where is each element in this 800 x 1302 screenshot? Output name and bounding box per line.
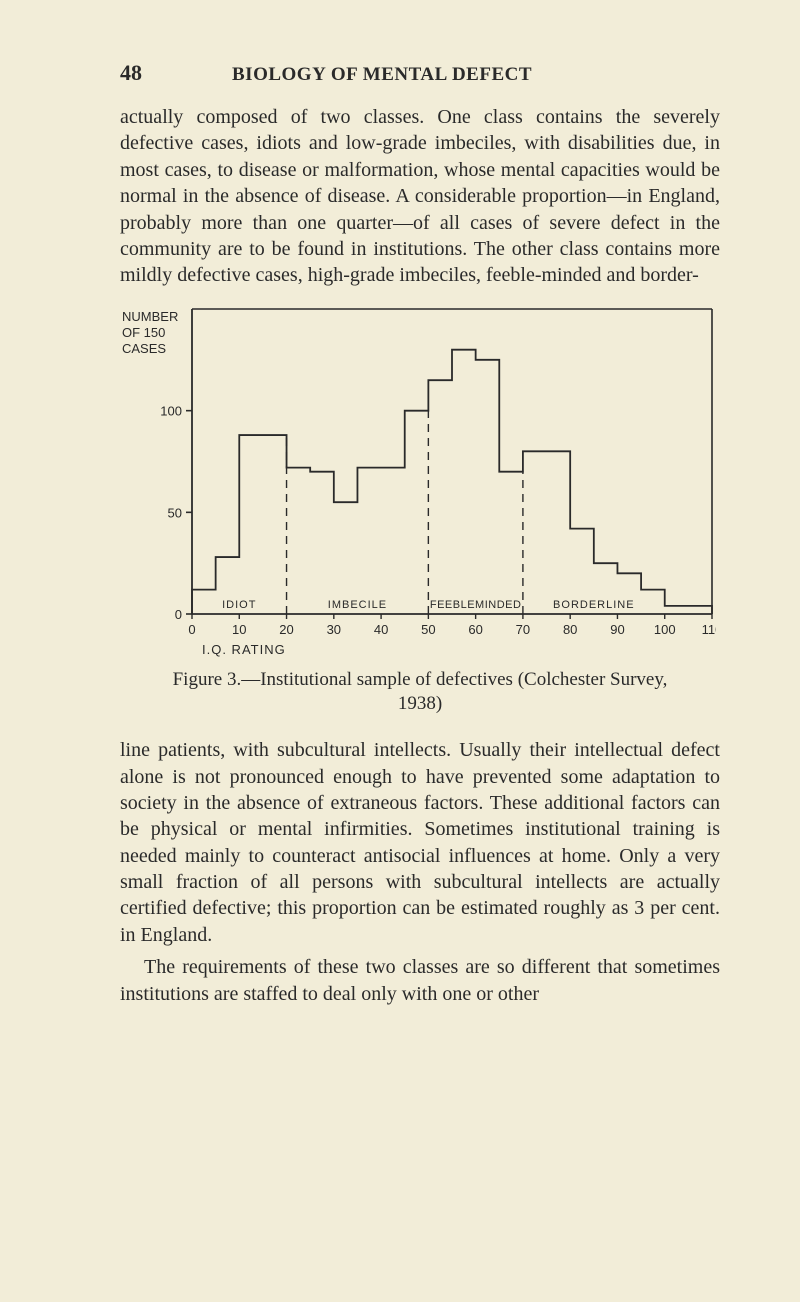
figure-caption: Figure 3.—Institutional sample of defect… (120, 668, 720, 717)
figure-caption-line2: 1938) (398, 693, 442, 714)
svg-text:IDIOT: IDIOT (222, 599, 256, 611)
svg-text:10: 10 (232, 622, 246, 637)
svg-text:IMBECILE: IMBECILE (328, 599, 387, 611)
svg-text:50: 50 (168, 505, 182, 520)
svg-text:0: 0 (175, 607, 182, 622)
svg-text:70: 70 (516, 622, 530, 637)
chart-svg: NUMBEROF 150CASES050100IDIOTIMBECILEFEEB… (120, 303, 716, 660)
svg-text:I.Q. RATING: I.Q. RATING (202, 642, 286, 657)
page-header: 48 BIOLOGY OF MENTAL DEFECT (120, 60, 720, 86)
paragraph-3: The requirements of these two classes ar… (120, 954, 720, 1007)
svg-text:CASES: CASES (122, 341, 166, 356)
page-number: 48 (120, 60, 142, 86)
svg-text:110: 110 (702, 622, 716, 637)
svg-text:0: 0 (188, 622, 195, 637)
svg-text:100: 100 (654, 622, 676, 637)
histogram-chart: NUMBEROF 150CASES050100IDIOTIMBECILEFEEB… (120, 303, 720, 660)
svg-text:NUMBER: NUMBER (122, 309, 178, 324)
svg-text:FEEBLEMINDED: FEEBLEMINDED (430, 599, 522, 611)
svg-text:BORDERLINE: BORDERLINE (553, 599, 635, 611)
svg-text:20: 20 (279, 622, 293, 637)
svg-text:80: 80 (563, 622, 577, 637)
svg-text:100: 100 (160, 403, 182, 418)
svg-text:50: 50 (421, 622, 435, 637)
svg-text:60: 60 (468, 622, 482, 637)
svg-text:40: 40 (374, 622, 388, 637)
paragraph-1: actually composed of two classes. One cl… (120, 104, 720, 289)
figure-caption-line1: Figure 3.—Institutional sample of defect… (173, 669, 668, 690)
paragraph-2: line patients, with subcultural intellec… (120, 737, 720, 948)
svg-text:90: 90 (610, 622, 624, 637)
svg-text:30: 30 (327, 622, 341, 637)
svg-text:OF 150: OF 150 (122, 325, 165, 340)
chapter-title: BIOLOGY OF MENTAL DEFECT (232, 64, 532, 86)
